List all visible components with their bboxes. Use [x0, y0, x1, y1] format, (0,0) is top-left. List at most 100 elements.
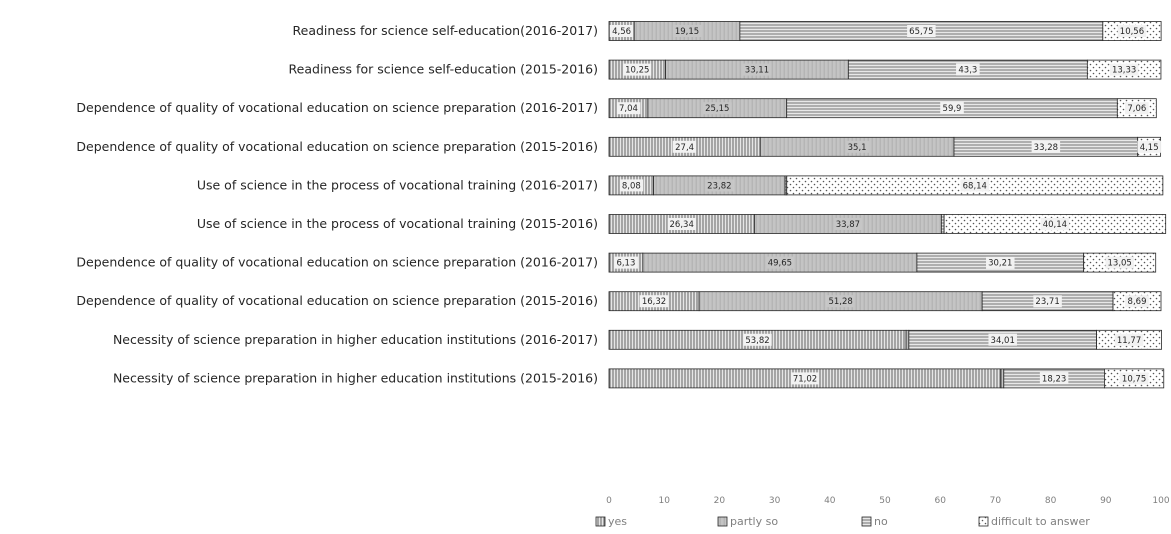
category-label: Readiness for science self-education (20…: [289, 62, 598, 77]
data-label: 26,34: [670, 220, 694, 230]
data-label: 33,28: [1034, 143, 1058, 153]
x-tick-label: 10: [658, 496, 670, 506]
category-label: Use of science in the process of vocatio…: [197, 177, 598, 192]
data-label-background: [960, 179, 990, 192]
x-tick-label: 30: [769, 496, 781, 506]
data-label: 10,25: [625, 66, 649, 76]
data-label-background: [790, 372, 820, 385]
data-label-background: [826, 295, 855, 308]
data-label-background: [1031, 140, 1061, 153]
data-label-background: [1033, 295, 1062, 308]
data-label: 68,14: [963, 181, 987, 191]
x-tick-label: 0: [606, 496, 612, 506]
legend-swatch-difficult-to-answer: [978, 516, 989, 527]
bar-segment-partly-so: [905, 329, 910, 350]
category-label: Readiness for science self-education(201…: [293, 23, 598, 38]
data-label: 13,05: [1108, 259, 1132, 269]
data-label: 4,56: [612, 27, 631, 37]
data-label-background: [765, 256, 795, 269]
data-label-background: [833, 218, 863, 230]
category-label: Necessity of science preparation in high…: [113, 332, 598, 347]
legend-swatch-no: [861, 516, 872, 527]
legend: yes partly so no difficult to answer: [595, 515, 1090, 528]
data-label: 43,3: [958, 66, 977, 76]
x-tick-label: 50: [879, 496, 891, 506]
legend-swatch-yes: [595, 516, 606, 527]
x-tick-label: 70: [990, 496, 1002, 506]
data-label: 51,28: [828, 297, 852, 307]
data-label-background: [616, 102, 641, 115]
data-label-background: [743, 333, 772, 346]
data-label-background: [988, 333, 1017, 346]
data-label: 7,04: [619, 104, 638, 114]
data-label-background: [986, 256, 1015, 269]
category-label: Dependence of quality of vocational educ…: [76, 255, 598, 270]
data-label: 13,33: [1112, 66, 1136, 76]
category-labels: Readiness for science self-education(201…: [76, 23, 598, 385]
x-axis: 0 10 20 30 40 50 60 70 80 90 100: [606, 496, 1170, 506]
x-tick-label: 60: [934, 496, 946, 506]
legend-swatch-partly-so: [717, 516, 728, 527]
data-label: 18,23: [1042, 374, 1066, 384]
data-label-background: [907, 25, 936, 37]
data-label-background: [845, 140, 869, 153]
data-label: 4,15: [1140, 143, 1159, 153]
category-label: Dependence of quality of vocational educ…: [76, 139, 598, 154]
data-label-background: [1117, 25, 1147, 37]
data-label: 19,15: [675, 27, 699, 37]
data-label-background: [614, 256, 638, 269]
data-label: 23,82: [707, 181, 731, 191]
data-label: 8,69: [1128, 297, 1147, 307]
data-label: 23,71: [1035, 297, 1059, 307]
legend-label-difficult-to-answer: difficult to answer: [991, 515, 1090, 528]
data-label-background: [1119, 372, 1149, 385]
data-label: 30,21: [988, 259, 1012, 269]
data-label-background: [1114, 333, 1144, 346]
data-label: 25,15: [705, 104, 729, 114]
data-label: 11,77: [1117, 336, 1141, 346]
category-label: Use of science in the process of vocatio…: [197, 216, 598, 231]
bar-segment-no: [940, 214, 945, 234]
data-label-background: [1040, 218, 1070, 230]
data-label-background: [639, 295, 669, 308]
data-label-background: [619, 179, 644, 192]
data-label-background: [1125, 102, 1149, 115]
data-label-background: [1105, 256, 1134, 269]
category-label: Dependence of quality of vocational educ…: [76, 293, 598, 308]
data-label-background: [956, 63, 980, 76]
data-label-background: [609, 25, 634, 37]
data-label: 33,11: [745, 66, 769, 76]
category-label: Dependence of quality of vocational educ…: [76, 100, 598, 115]
data-label-background: [1137, 140, 1161, 153]
data-label: 27,4: [675, 143, 694, 153]
data-label-background: [672, 25, 702, 37]
data-label-background: [705, 179, 734, 192]
data-label-background: [703, 102, 732, 115]
category-label: Necessity of science preparation in high…: [113, 370, 598, 385]
data-label: 65,75: [909, 27, 933, 37]
legend-label-partly-so: partly so: [730, 515, 778, 528]
data-label-background: [940, 102, 964, 115]
data-label-background: [672, 140, 697, 153]
legend-label-yes: yes: [608, 515, 627, 528]
data-label-background: [667, 218, 696, 230]
data-label: 35,1: [848, 143, 867, 153]
x-tick-label: 80: [1045, 496, 1057, 506]
data-label: 71,02: [793, 374, 817, 384]
legend-label-no: no: [874, 515, 888, 528]
data-label: 10,56: [1120, 27, 1144, 37]
bars: 4,56 19,15 65,75 10,56 10,25 33,11 43,3 13,33 7,…: [608, 21, 1167, 389]
data-label: 6,13: [616, 259, 635, 269]
data-label: 8,08: [622, 181, 641, 191]
x-tick-label: 100: [1152, 496, 1169, 506]
data-label: 49,65: [768, 259, 792, 269]
data-label: 7,06: [1127, 104, 1146, 114]
data-label: 10,75: [1122, 374, 1146, 384]
data-label-background: [1109, 63, 1139, 76]
data-label-background: [1039, 372, 1069, 385]
x-tick-label: 90: [1100, 496, 1112, 506]
data-label-background: [623, 63, 652, 76]
x-tick-label: 40: [824, 496, 836, 506]
